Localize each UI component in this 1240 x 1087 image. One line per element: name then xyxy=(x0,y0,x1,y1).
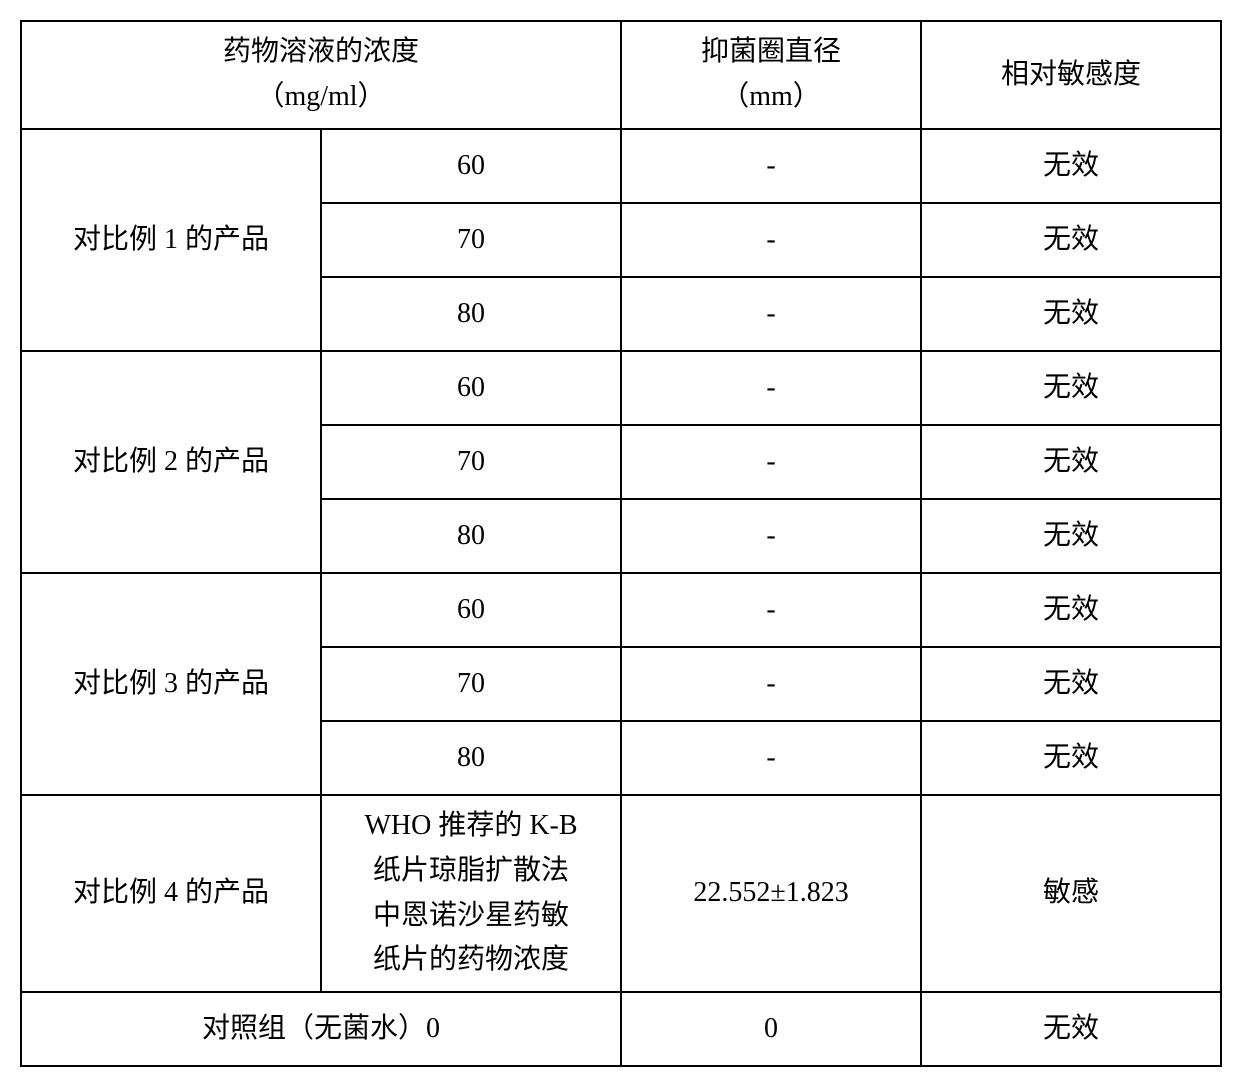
group-3-label: 对比例 3 的产品 xyxy=(21,573,321,795)
group-2-row-0-conc: 60 xyxy=(321,351,621,425)
header-sensitivity: 相对敏感度 xyxy=(921,21,1221,129)
group-1-row-2-diam: - xyxy=(621,277,921,351)
group-4-label: 对比例 4 的产品 xyxy=(21,795,321,992)
results-table: 药物溶液的浓度 （mg/ml） 抑菌圈直径 （mm） 相对敏感度 对比例 1 的… xyxy=(20,20,1222,1067)
header-diam-unit: （mm） xyxy=(721,81,821,112)
group-2-row-1-diam: - xyxy=(621,425,921,499)
group-4-conc: WHO 推荐的 K-B 纸片琼脂扩散法 中恩诺沙星药敏 纸片的药物浓度 xyxy=(321,795,621,992)
control-sens: 无效 xyxy=(921,992,1221,1066)
group-1-row-0-diam: - xyxy=(621,129,921,203)
group-4-sens: 敏感 xyxy=(921,795,1221,992)
group-2-row-1-sens: 无效 xyxy=(921,425,1221,499)
group-2-row-0-sens: 无效 xyxy=(921,351,1221,425)
group-1-row-2-sens: 无效 xyxy=(921,277,1221,351)
group-3-row-1-diam: - xyxy=(621,647,921,721)
group-4-diam: 22.552±1.823 xyxy=(621,795,921,992)
control-diam: 0 xyxy=(621,992,921,1066)
group-2-row-2-sens: 无效 xyxy=(921,499,1221,573)
group-3-row-0-conc: 60 xyxy=(321,573,621,647)
header-concentration: 药物溶液的浓度 （mg/ml） xyxy=(21,21,621,129)
group-4-conc-line4: 纸片的药物浓度 xyxy=(373,944,569,975)
group-1-row-1-conc: 70 xyxy=(321,203,621,277)
group-3-row-0-diam: - xyxy=(621,573,921,647)
header-diam-label: 抑菌圈直径 xyxy=(701,36,841,67)
group-2-row-2-conc: 80 xyxy=(321,499,621,573)
group-2-row-2-diam: - xyxy=(621,499,921,573)
group-3-row-2-diam: - xyxy=(621,721,921,795)
group-2-row-1-conc: 70 xyxy=(321,425,621,499)
group-3-row-2-conc: 80 xyxy=(321,721,621,795)
group-4-conc-line3: 中恩诺沙星药敏 xyxy=(373,900,569,931)
group-1-row-1-diam: - xyxy=(621,203,921,277)
group-1-row-0-sens: 无效 xyxy=(921,129,1221,203)
group-3-row-1-conc: 70 xyxy=(321,647,621,721)
group-4-conc-line2: 纸片琼脂扩散法 xyxy=(373,855,569,886)
group-4-conc-line1: WHO 推荐的 K-B xyxy=(364,810,577,841)
group-3-row-2-sens: 无效 xyxy=(921,721,1221,795)
group-1-label: 对比例 1 的产品 xyxy=(21,129,321,351)
header-diameter: 抑菌圈直径 （mm） xyxy=(621,21,921,129)
control-label: 对照组（无菌水）0 xyxy=(21,992,621,1066)
group-1-row-2-conc: 80 xyxy=(321,277,621,351)
group-2-label: 对比例 2 的产品 xyxy=(21,351,321,573)
group-3-row-0-sens: 无效 xyxy=(921,573,1221,647)
header-sens-label: 相对敏感度 xyxy=(1001,59,1141,90)
header-conc-unit: （mg/ml） xyxy=(256,81,385,112)
group-3-row-1-sens: 无效 xyxy=(921,647,1221,721)
group-1-row-1-sens: 无效 xyxy=(921,203,1221,277)
header-conc-label: 药物溶液的浓度 xyxy=(223,36,419,67)
group-2-row-0-diam: - xyxy=(621,351,921,425)
group-1-row-0-conc: 60 xyxy=(321,129,621,203)
